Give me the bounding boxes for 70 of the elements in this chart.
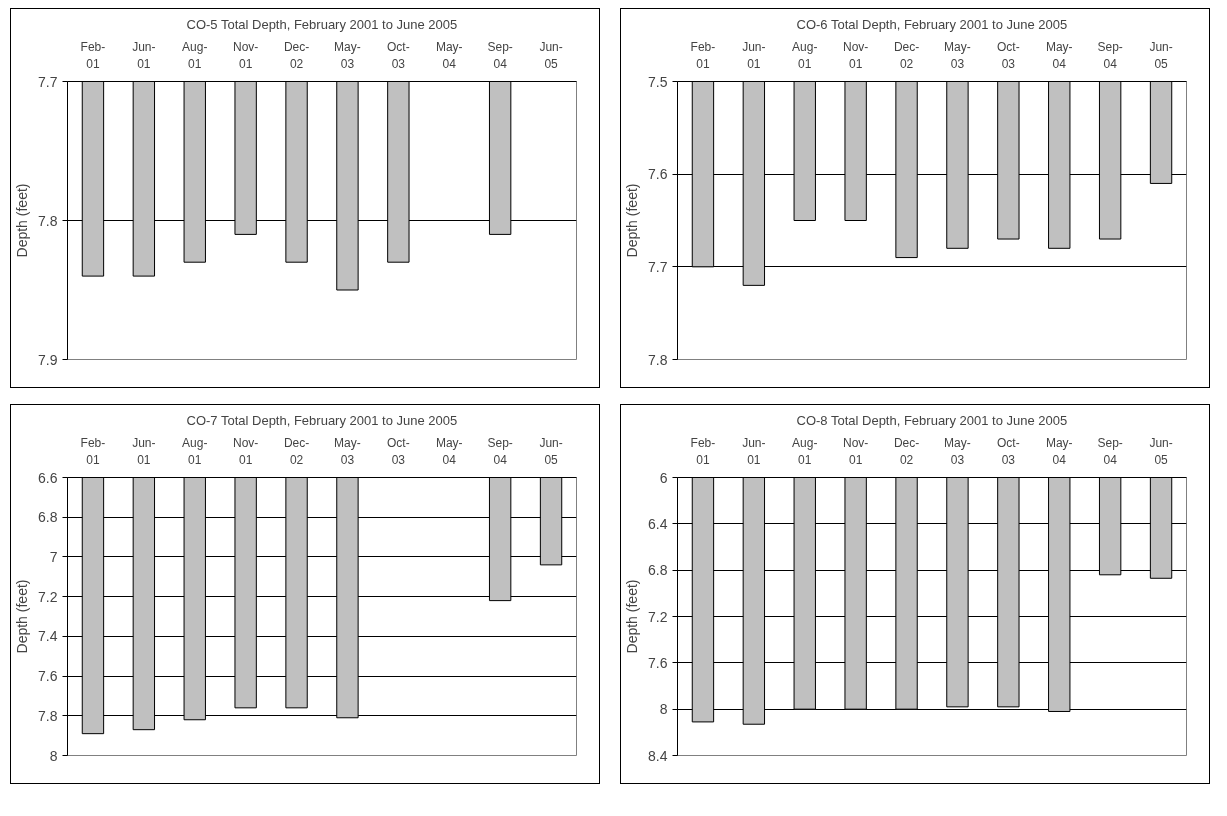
- x-tick-label: May-04: [1045, 435, 1073, 467]
- y-axis-title: Depth (feet): [624, 579, 641, 654]
- x-tick-label: May-03: [944, 39, 971, 71]
- x-tick-label: Dec-02: [283, 39, 310, 71]
- x-tick-label: Aug-01: [792, 435, 818, 467]
- x-tick-label: Dec-02: [893, 435, 920, 467]
- y-tick-label: 7.5: [648, 73, 668, 90]
- x-tick-label: Oct-03: [997, 435, 1020, 467]
- y-tick-label: 7.2: [38, 588, 58, 605]
- y-tick-label: 7.8: [38, 707, 58, 724]
- y-tick-label: 7.2: [648, 608, 668, 625]
- y-tick-label: 7.7: [38, 73, 58, 90]
- y-tick-label: 6: [659, 469, 668, 486]
- x-tick-label: Oct-03: [387, 39, 410, 71]
- x-tick-label: Aug-01: [182, 39, 208, 71]
- x-tick-label: Sep-04: [487, 39, 513, 71]
- y-tick-label: 7: [49, 548, 58, 565]
- chart-title: CO-7 Total Depth, February 2001 to June 2005: [186, 412, 458, 428]
- x-tick-label: Oct-03: [387, 435, 410, 467]
- y-tick-label: 7.9: [38, 351, 58, 368]
- chart-title: CO-5 Total Depth, February 2001 to June 2005: [186, 16, 458, 32]
- x-tick-label: Feb-01: [80, 39, 106, 71]
- x-tick-label: Feb-01: [690, 435, 716, 467]
- chart-title: CO-8 Total Depth, February 2001 to June 2005: [796, 412, 1068, 428]
- y-tick-label: 7.4: [38, 628, 58, 645]
- x-tick-label: Sep-04: [1097, 39, 1123, 71]
- x-tick-label: Jun-01: [132, 435, 156, 467]
- y-tick-label: 7.7: [648, 258, 668, 275]
- x-tick-label: May-03: [944, 435, 971, 467]
- x-tick-label: Nov-01: [842, 435, 869, 467]
- x-tick-label: May-04: [435, 39, 463, 71]
- x-tick-label: Nov-01: [842, 39, 869, 71]
- y-tick-label: 6.4: [648, 515, 668, 532]
- y-axis-title: Depth (feet): [14, 183, 31, 258]
- x-tick-label: Sep-04: [1097, 435, 1123, 467]
- y-tick-label: 8: [659, 701, 668, 718]
- y-tick-label: 8: [49, 747, 58, 764]
- x-tick-label: May-03: [334, 435, 361, 467]
- x-tick-label: May-04: [1045, 39, 1073, 71]
- chart-title: CO-6 Total Depth, February 2001 to June 2005: [796, 16, 1068, 32]
- y-tick-label: 7.8: [38, 212, 58, 229]
- x-tick-label: Sep-04: [487, 435, 513, 467]
- x-tick-label: May-03: [334, 39, 361, 71]
- x-tick-label: Aug-01: [182, 435, 208, 467]
- y-tick-label: 7.6: [648, 654, 668, 671]
- y-tick-label: 7.8: [648, 351, 668, 368]
- y-axis-title: Depth (feet): [14, 579, 31, 654]
- x-tick-label: Feb-01: [80, 435, 106, 467]
- x-tick-label: Jun-01: [742, 435, 766, 467]
- y-tick-label: 6.8: [38, 509, 58, 526]
- x-tick-label: Jun-05: [1149, 39, 1173, 71]
- x-tick-label: Oct-03: [997, 39, 1020, 71]
- y-tick-label: 7.6: [648, 166, 668, 183]
- x-tick-label: Jun-05: [539, 39, 563, 71]
- x-tick-label: Dec-02: [893, 39, 920, 71]
- x-tick-label: Jun-05: [539, 435, 563, 467]
- x-tick-label: Jun-05: [1149, 435, 1173, 467]
- x-tick-label: Aug-01: [792, 39, 818, 71]
- y-tick-label: 7.6: [38, 668, 58, 685]
- y-tick-label: 6.8: [648, 562, 668, 579]
- x-tick-label: Dec-02: [283, 435, 310, 467]
- x-tick-label: Jun-01: [132, 39, 156, 71]
- x-tick-label: Nov-01: [232, 39, 259, 71]
- x-tick-label: May-04: [435, 435, 463, 467]
- x-tick-label: Nov-01: [232, 435, 259, 467]
- x-tick-label: Feb-01: [690, 39, 716, 71]
- y-axis-title: Depth (feet): [624, 183, 641, 258]
- x-tick-label: Jun-01: [742, 39, 766, 71]
- y-tick-label: 8.4: [648, 747, 668, 764]
- y-tick-label: 6.6: [38, 469, 58, 486]
